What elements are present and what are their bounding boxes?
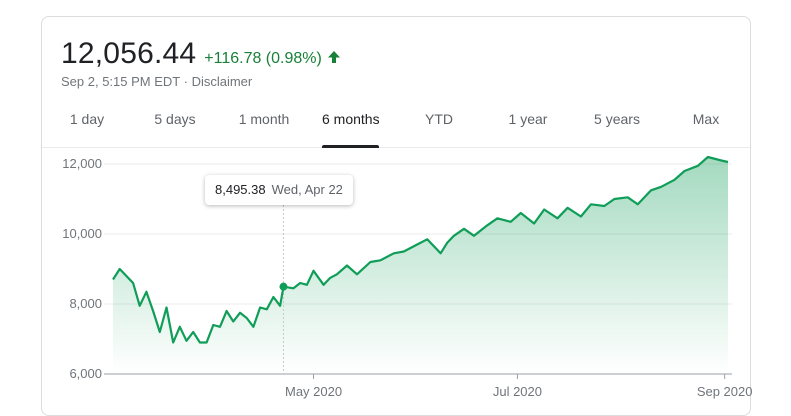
tooltip-value: 8,495.38 (215, 182, 266, 197)
quote-meta: Sep 2, 5:15 PM EDT · Disclaimer (61, 74, 341, 89)
y-tick-label: 8,000 (69, 296, 102, 311)
tooltip-date: Wed, Apr 22 (271, 182, 343, 197)
y-tick-label: 12,000 (62, 156, 102, 171)
current-price: 12,056.44 (61, 37, 197, 70)
tab-5-days[interactable]: 5 days (154, 111, 196, 127)
meta-separator: · (180, 74, 192, 89)
hover-tooltip: 8,495.38 Wed, Apr 22 (205, 175, 353, 205)
disclaimer-link[interactable]: Disclaimer (191, 74, 253, 89)
x-tick-label: Sep 2020 (697, 384, 753, 399)
quote-timestamp: Sep 2, 5:15 PM EDT (61, 74, 180, 89)
x-tick-label: May 2020 (285, 384, 342, 399)
tab-1-day[interactable]: 1 day (69, 111, 105, 127)
tab-1-month[interactable]: 1 month (238, 111, 290, 127)
hover-point (279, 282, 288, 291)
tab-1-year[interactable]: 1 year (508, 111, 548, 127)
price-change: +116.78 (0.98%) (204, 50, 322, 67)
price-line (112, 155, 729, 344)
price-row: 12,056.44 +116.78 (0.98%) (61, 37, 341, 71)
tab-5-years[interactable]: 5 years (594, 111, 640, 127)
x-tick-label: Jul 2020 (493, 384, 542, 399)
tab-6-months[interactable]: 6 months (322, 99, 380, 148)
tab-ytd[interactable]: YTD (425, 111, 453, 127)
y-tick-label: 6,000 (69, 366, 102, 381)
range-tabs: 1 day 5 days 1 month 6 months YTD 1 year… (42, 99, 750, 148)
price-area-fill (113, 157, 728, 374)
tab-max[interactable]: Max (692, 111, 720, 127)
y-tick-label: 10,000 (62, 226, 102, 241)
arrow-up-icon (327, 51, 340, 63)
quote-header: 12,056.44 +116.78 (0.98%) Sep 2, 5:15 PM… (61, 37, 341, 89)
